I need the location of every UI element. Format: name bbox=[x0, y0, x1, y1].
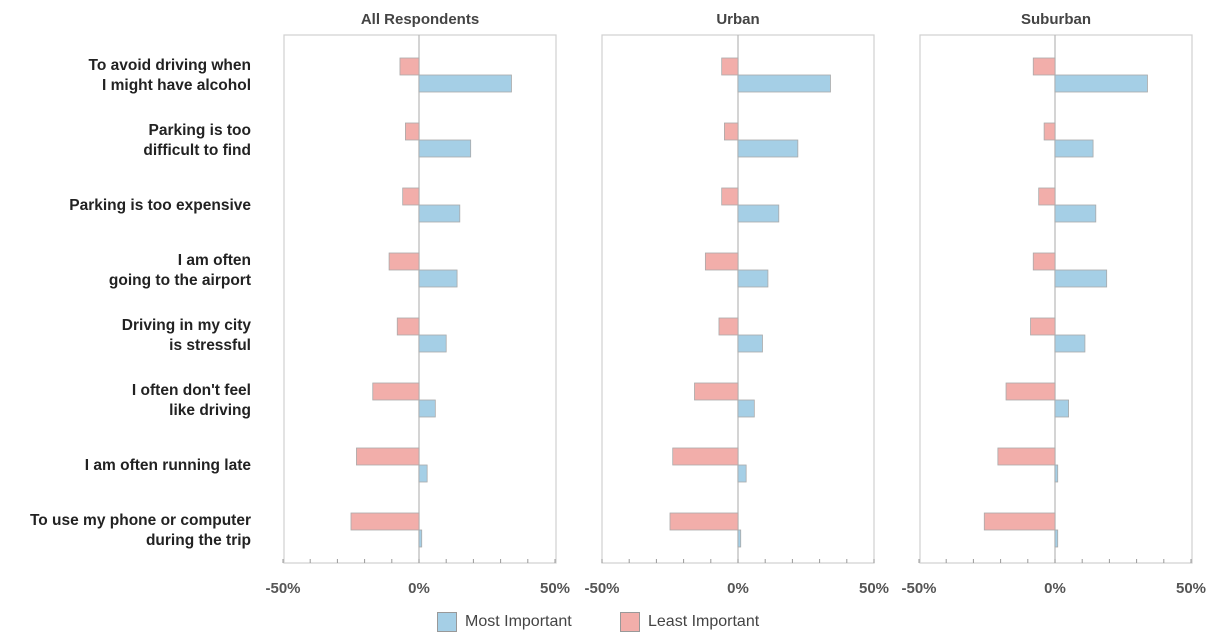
bar-least bbox=[704, 252, 739, 271]
category-label-line: Parking is too bbox=[149, 122, 252, 139]
bar-most bbox=[737, 204, 780, 223]
bar-most bbox=[1054, 399, 1070, 418]
tick-label: 50% bbox=[540, 580, 570, 597]
category-label-line: To use my phone or computer bbox=[30, 512, 251, 529]
bar-most bbox=[737, 74, 831, 93]
bar-least bbox=[1038, 187, 1056, 206]
category-label-line: during the trip bbox=[146, 532, 251, 549]
bar-most bbox=[418, 529, 423, 548]
category-label: To use my phone or computer during the tr… bbox=[30, 512, 251, 549]
category-label: I am often running late bbox=[85, 457, 252, 474]
chart: To avoid driving when I might have alcoho… bbox=[30, 11, 1206, 597]
category-label-line: Driving in my city bbox=[122, 317, 252, 334]
bar-most bbox=[737, 464, 747, 483]
category-label-line: difficult to find bbox=[143, 142, 251, 159]
bar-least bbox=[983, 512, 1056, 531]
tick-label: 50% bbox=[1176, 580, 1206, 597]
bar-most bbox=[1054, 334, 1086, 353]
bar-least bbox=[350, 512, 420, 531]
bar-least bbox=[721, 57, 739, 76]
category-label: I am often going to the airport bbox=[109, 252, 251, 289]
category-label-line: I am often bbox=[178, 252, 251, 269]
bar-least bbox=[372, 382, 420, 401]
legend-label-most: Most Important bbox=[465, 613, 572, 630]
bar-least bbox=[718, 317, 739, 336]
panel-title: Suburban bbox=[1021, 11, 1091, 28]
bar-most bbox=[1054, 139, 1094, 158]
bar-most bbox=[1054, 269, 1108, 288]
legend-item-most: Most Important bbox=[437, 612, 572, 632]
category-label: Driving in my city is stressful bbox=[122, 317, 252, 354]
legend-swatch-least bbox=[620, 612, 640, 632]
bar-most bbox=[418, 464, 428, 483]
panel-frame bbox=[283, 34, 557, 564]
category-label-line: I am often running late bbox=[85, 457, 252, 474]
category-label-line: like driving bbox=[169, 402, 251, 419]
bar-least bbox=[1005, 382, 1056, 401]
bar-least bbox=[399, 57, 420, 76]
bar-least bbox=[1030, 317, 1056, 336]
tick-label: -50% bbox=[265, 580, 300, 597]
bar-most bbox=[1054, 529, 1059, 548]
tick-label: 0% bbox=[1044, 580, 1066, 597]
bar-most bbox=[418, 269, 458, 288]
category-label-line: is stressful bbox=[169, 337, 251, 354]
bar-least bbox=[694, 382, 739, 401]
bar-least bbox=[356, 447, 420, 466]
bar-most bbox=[418, 204, 461, 223]
bar-most bbox=[418, 334, 447, 353]
category-label: Parking is too expensive bbox=[69, 197, 251, 214]
bar-least bbox=[672, 447, 739, 466]
bar-least bbox=[404, 122, 420, 141]
bar-most bbox=[418, 74, 512, 93]
legend: Most Important Least Important bbox=[0, 612, 1216, 636]
category-label-line: going to the airport bbox=[109, 272, 251, 289]
bar-most bbox=[737, 334, 763, 353]
tick-label: 50% bbox=[859, 580, 889, 597]
bar-least bbox=[396, 317, 420, 336]
category-label: Parking is too difficult to find bbox=[143, 122, 251, 159]
bar-most bbox=[418, 399, 436, 418]
bar-least bbox=[1032, 57, 1056, 76]
category-label-line: I might have alcohol bbox=[102, 77, 251, 94]
legend-swatch-most bbox=[437, 612, 457, 632]
category-label: To avoid driving when I might have alcoho… bbox=[89, 57, 251, 94]
tick-label: -50% bbox=[901, 580, 936, 597]
tick-label: 0% bbox=[408, 580, 430, 597]
category-label-line: I often don't feel bbox=[132, 382, 251, 399]
panel-title: All Respondents bbox=[361, 11, 479, 28]
bar-least bbox=[669, 512, 739, 531]
category-label: I often don't feel like driving bbox=[132, 382, 251, 419]
bar-least bbox=[1032, 252, 1056, 271]
panel-frame bbox=[919, 34, 1193, 564]
bar-most bbox=[1054, 464, 1059, 483]
legend-item-least: Least Important bbox=[620, 612, 759, 632]
bar-least bbox=[721, 187, 739, 206]
tick-label: -50% bbox=[584, 580, 619, 597]
bar-most bbox=[737, 529, 742, 548]
legend-label-least: Least Important bbox=[648, 613, 760, 630]
bar-least bbox=[402, 187, 420, 206]
bar-least bbox=[1043, 122, 1056, 141]
tick-label: 0% bbox=[727, 580, 749, 597]
bar-most bbox=[1054, 204, 1097, 223]
panel-title: Urban bbox=[716, 11, 759, 28]
bar-most bbox=[737, 269, 769, 288]
bar-most bbox=[737, 139, 799, 158]
category-label-line: Parking is too expensive bbox=[69, 197, 251, 214]
bar-least bbox=[997, 447, 1056, 466]
bar-most bbox=[737, 399, 755, 418]
bar-least bbox=[724, 122, 739, 141]
bar-least bbox=[388, 252, 420, 271]
category-label-line: To avoid driving when bbox=[89, 57, 251, 74]
bar-most bbox=[1054, 74, 1148, 93]
bar-most bbox=[418, 139, 472, 158]
